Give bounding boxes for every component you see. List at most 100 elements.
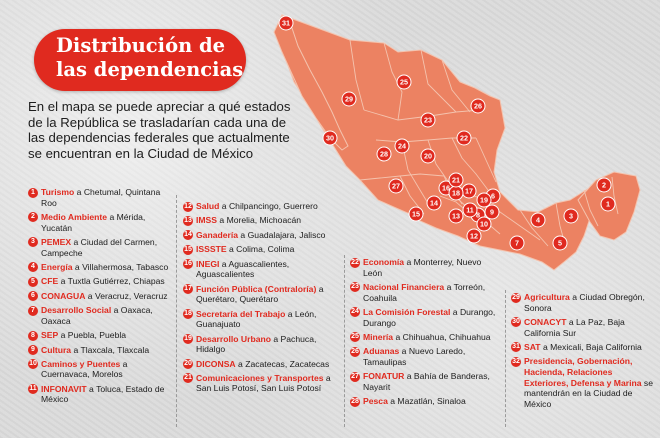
map-marker-label: 30 bbox=[326, 134, 334, 143]
legend-item: 16 INEGI a Aguascalientes, Aguascalientes bbox=[183, 259, 339, 280]
legend-location: se mantendrán en la Ciudad de México bbox=[524, 377, 653, 409]
legend-item: 10 Caminos y Puentes a Cuernavaca, Morelo… bbox=[28, 359, 170, 380]
legend-dependency: Medio Ambiente bbox=[41, 211, 108, 222]
legend-number-badge: 15 bbox=[183, 244, 193, 255]
legend-location: a Oaxaca, Oaxaca bbox=[41, 305, 153, 326]
legend-location: a Villahermosa, Tabasco bbox=[72, 261, 169, 272]
map-marker-label: 1 bbox=[606, 200, 610, 209]
legend-location: a Guadalajara, Jalisco bbox=[238, 229, 326, 240]
map-marker-dot bbox=[600, 196, 616, 212]
legend-dependency: Desarrollo Social bbox=[41, 305, 112, 316]
map-marker-dot bbox=[552, 235, 568, 251]
legend-number-badge: 4 bbox=[28, 262, 38, 273]
legend-dependency: PEMEX bbox=[41, 236, 72, 247]
map-marker: 12 bbox=[466, 228, 482, 244]
legend-number-badge: 18 bbox=[183, 309, 193, 320]
legend-item: 22 Economía a Monterrey, Nuevo León bbox=[350, 257, 502, 278]
legend-dependency: Energía bbox=[41, 261, 73, 272]
legend-item: 14 Ganadería a Guadalajara, Jalisco bbox=[183, 230, 339, 241]
legend-dependency: La Comisión Forestal bbox=[363, 306, 451, 317]
map-marker-label: 24 bbox=[398, 142, 406, 151]
legend-dependency: Presidencia, Gobernación, Hacienda, Rela… bbox=[524, 356, 642, 388]
legend-location: a Tuxtla Gutiérrez, Chiapas bbox=[58, 276, 165, 287]
legend-dependency: Turismo bbox=[41, 187, 75, 197]
legend-number-badge: 30 bbox=[511, 317, 521, 328]
legend-number-badge: 10 bbox=[28, 359, 38, 370]
map-marker-dot bbox=[509, 235, 525, 251]
map-marker: 7 bbox=[509, 235, 525, 251]
title-line-1: Distribución de bbox=[56, 34, 226, 57]
legend-dependency: Caminos y Puentes bbox=[41, 358, 121, 369]
legend-number-badge: 26 bbox=[350, 346, 360, 357]
map-marker-label: 3 bbox=[569, 212, 573, 221]
map-marker-dot bbox=[448, 172, 464, 188]
legend-item: 4 Energía a Villahermosa, Tabasco bbox=[28, 262, 170, 273]
legend-item: 24 La Comisión Forestal a Durango, Durang… bbox=[350, 307, 502, 328]
map-marker-dot bbox=[376, 146, 392, 162]
legend-dependency: INEGI bbox=[196, 258, 220, 269]
legend-number-badge: 8 bbox=[28, 330, 38, 341]
map-marker-dot bbox=[563, 208, 579, 224]
map-marker-label: 22 bbox=[460, 134, 468, 143]
legend-number-badge: 20 bbox=[183, 359, 193, 369]
column-divider-3 bbox=[505, 290, 506, 427]
legend-dependency: Comunicaciones y Transportes bbox=[196, 372, 324, 383]
legend-dependency: SEP bbox=[41, 330, 59, 341]
column-divider-1 bbox=[176, 195, 177, 427]
map-marker-dot bbox=[394, 138, 410, 154]
legend-dependency: IMSS bbox=[196, 215, 218, 226]
map-marker-dot bbox=[278, 15, 294, 31]
map-marker-dot bbox=[396, 74, 412, 90]
map-marker-label: 23 bbox=[424, 116, 432, 125]
legend-location: a Chihuahua, Chihuahua bbox=[393, 331, 491, 342]
legend-item: 3 PEMEX a Ciudad del Carmen, Campeche bbox=[28, 237, 170, 258]
legend-dependency: ISSSTE bbox=[196, 244, 227, 255]
legend-dependency: Nacional Financiera bbox=[363, 281, 445, 292]
legend-location: a Ciudad del Carmen, Campeche bbox=[41, 236, 158, 258]
legend-location: a Bahía de Banderas, Nayarit bbox=[363, 371, 490, 392]
map-marker-dot bbox=[470, 98, 486, 114]
map-marker-label: 2 bbox=[602, 181, 606, 190]
legend-item: 30 CONACYT a La Paz, Baja California Sur bbox=[511, 317, 653, 338]
intro-line-1: En el mapa se puede apreciar a qué estad… bbox=[28, 99, 291, 114]
map-marker: 31 bbox=[278, 15, 294, 31]
legend-item: 17 Función Pública (Contraloría) a Querét… bbox=[183, 284, 339, 305]
map-marker: 21 bbox=[448, 172, 464, 188]
legend-number-badge: 29 bbox=[511, 292, 521, 303]
legend-number-badge: 9 bbox=[28, 345, 38, 355]
legend-number-badge: 13 bbox=[183, 215, 193, 226]
map-marker: 25 bbox=[396, 74, 412, 90]
map-marker-dot bbox=[408, 206, 424, 222]
legend-dependency: Salud bbox=[196, 201, 220, 211]
legend-number-badge: 24 bbox=[350, 307, 360, 318]
legend-number-badge: 31 bbox=[511, 342, 521, 353]
legend-item: 27 FONATUR a Bahía de Banderas, Nayarit bbox=[350, 371, 502, 392]
legend-dependency: Agricultura bbox=[524, 292, 570, 302]
map-marker: 2 bbox=[596, 177, 612, 193]
map-marker-dot bbox=[341, 91, 357, 107]
legend-column-1: 1 Turismo a Chetumal, Quintana Roo 2 Medio … bbox=[28, 187, 170, 409]
legend-number-badge: 12 bbox=[183, 201, 193, 212]
legend-item: 11 INFONAVIT a Toluca, Estado de México bbox=[28, 384, 170, 405]
map-marker: 19 bbox=[476, 192, 492, 208]
map-marker-dot bbox=[456, 130, 472, 146]
map-marker-label: 25 bbox=[400, 78, 408, 87]
legend-location: a Durango, Durango bbox=[363, 306, 496, 328]
map-marker: 22 bbox=[456, 130, 472, 146]
map-marker-label: 10 bbox=[480, 220, 488, 229]
legend-dependency: Función Pública (Contraloría) bbox=[196, 283, 317, 294]
map-marker-label: 29 bbox=[345, 95, 353, 104]
legend-number-badge: 23 bbox=[350, 282, 360, 293]
map-marker-label: 15 bbox=[412, 210, 420, 219]
legend-number-badge: 5 bbox=[28, 276, 38, 287]
legend-dependency: Ganadería bbox=[196, 229, 239, 240]
map-marker-dot bbox=[420, 112, 436, 128]
legend-dependency: Minería bbox=[363, 331, 394, 342]
map-marker-label: 9 bbox=[490, 208, 494, 217]
legend-number-badge: 11 bbox=[28, 384, 38, 395]
map-marker: 15 bbox=[408, 206, 424, 222]
legend-item: 5 CFE a Tuxtla Gutiérrez, Chiapas bbox=[28, 276, 170, 287]
legend-location: a Torreón, Coahuila bbox=[363, 281, 486, 303]
legend-item: 2 Medio Ambiente a Mérida, Yucatán bbox=[28, 212, 170, 233]
map-marker: 9 bbox=[484, 204, 500, 220]
